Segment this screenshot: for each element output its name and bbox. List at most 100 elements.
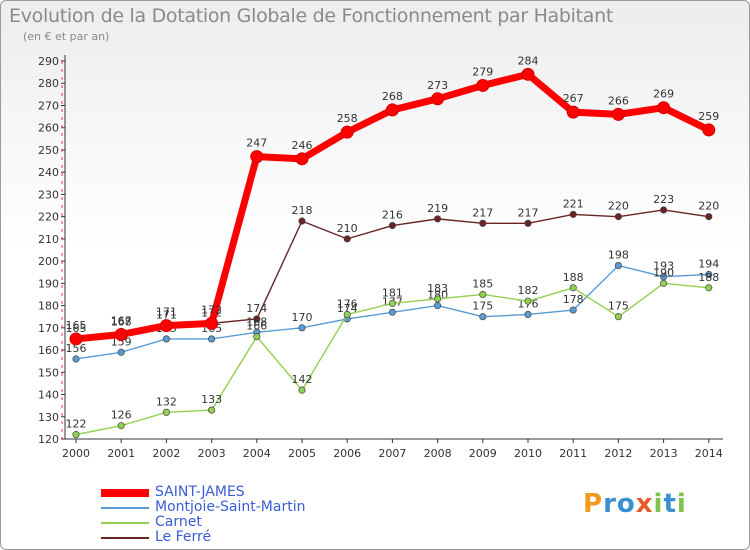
legend-swatch bbox=[101, 488, 149, 497]
data-point bbox=[702, 123, 716, 137]
data-label: 175 bbox=[608, 300, 629, 313]
data-label: 171 bbox=[156, 306, 177, 319]
data-label: 176 bbox=[337, 297, 358, 310]
data-point bbox=[117, 422, 125, 430]
data-point bbox=[566, 105, 580, 119]
data-point bbox=[253, 333, 261, 341]
data-point bbox=[298, 217, 306, 225]
data-label: 178 bbox=[563, 293, 584, 306]
data-point bbox=[569, 306, 577, 314]
y-tick-label: 170 bbox=[38, 322, 59, 335]
data-label: 181 bbox=[382, 286, 403, 299]
x-tick-label: 2004 bbox=[243, 447, 271, 460]
y-tick-label: 290 bbox=[38, 55, 59, 68]
data-point bbox=[117, 348, 125, 356]
data-label: 133 bbox=[201, 393, 222, 406]
data-label: 122 bbox=[66, 418, 87, 431]
data-label: 223 bbox=[653, 193, 674, 206]
y-tick-label: 150 bbox=[38, 366, 59, 379]
data-point bbox=[159, 319, 173, 333]
data-label: 188 bbox=[563, 271, 584, 284]
data-point bbox=[614, 262, 622, 270]
x-tick-label: 2014 bbox=[695, 447, 723, 460]
data-point bbox=[479, 219, 487, 227]
data-point bbox=[657, 101, 671, 115]
data-label: 170 bbox=[292, 311, 313, 324]
data-label: 142 bbox=[292, 373, 313, 386]
data-point bbox=[524, 310, 532, 319]
data-label: 168 bbox=[111, 315, 132, 328]
data-label: 218 bbox=[292, 204, 313, 217]
data-label: 259 bbox=[698, 110, 719, 123]
data-point bbox=[431, 92, 445, 106]
data-label: 167 bbox=[111, 314, 132, 327]
legend-item: Carnet bbox=[101, 515, 305, 530]
data-point bbox=[479, 290, 487, 299]
data-label: 194 bbox=[698, 257, 719, 270]
data-point bbox=[614, 213, 622, 221]
data-label: 165 bbox=[66, 322, 87, 335]
data-label: 273 bbox=[427, 79, 448, 92]
data-label: 221 bbox=[563, 197, 584, 210]
legend-label: Carnet bbox=[155, 514, 202, 530]
data-label: 174 bbox=[246, 302, 267, 315]
data-point bbox=[253, 315, 261, 323]
y-tick-label: 270 bbox=[38, 99, 59, 112]
data-point bbox=[434, 302, 442, 310]
data-label: 183 bbox=[427, 282, 448, 295]
data-label: 172 bbox=[201, 303, 222, 316]
y-tick-label: 250 bbox=[38, 144, 59, 157]
y-tick-label: 120 bbox=[38, 433, 59, 446]
data-label: 174 bbox=[337, 302, 358, 315]
y-tick-label: 140 bbox=[38, 389, 59, 402]
y-tick-label: 180 bbox=[38, 300, 59, 313]
data-point bbox=[434, 295, 442, 303]
data-point bbox=[343, 235, 351, 243]
data-point bbox=[434, 215, 442, 223]
data-point bbox=[385, 103, 399, 117]
data-point bbox=[114, 327, 128, 341]
data-point bbox=[343, 310, 351, 319]
x-tick-label: 2012 bbox=[604, 447, 632, 460]
data-label: 168 bbox=[246, 315, 267, 328]
y-tick-label: 160 bbox=[38, 344, 59, 357]
data-point bbox=[69, 332, 83, 346]
data-point bbox=[208, 406, 216, 414]
data-label: 258 bbox=[337, 112, 358, 125]
data-label: 268 bbox=[382, 90, 403, 103]
data-point bbox=[705, 213, 713, 221]
data-point bbox=[660, 279, 668, 287]
data-point bbox=[521, 67, 535, 81]
data-point bbox=[72, 431, 80, 439]
chart-legend: SAINT-JAMES Montjoie-Saint-Martin Carnet Le… bbox=[101, 485, 305, 545]
x-tick-label: 2005 bbox=[288, 447, 316, 460]
data-point bbox=[705, 284, 713, 292]
y-tick-label: 200 bbox=[38, 255, 59, 268]
data-point bbox=[660, 206, 668, 214]
data-point bbox=[569, 284, 577, 292]
data-point bbox=[388, 299, 396, 307]
legend-swatch bbox=[101, 506, 149, 509]
y-tick-label: 220 bbox=[38, 211, 59, 224]
x-tick-label: 2006 bbox=[333, 447, 361, 460]
data-point bbox=[388, 221, 396, 230]
x-tick-label: 2003 bbox=[198, 447, 226, 460]
data-point bbox=[205, 316, 219, 330]
data-label: 217 bbox=[472, 206, 493, 219]
y-tick-label: 210 bbox=[38, 233, 59, 246]
chart-subtitle: (en € et par an) bbox=[23, 30, 110, 43]
data-label: 182 bbox=[518, 284, 539, 297]
x-tick-label: 2011 bbox=[559, 447, 587, 460]
data-point bbox=[569, 210, 577, 218]
data-label: 126 bbox=[111, 409, 132, 422]
data-label: 284 bbox=[518, 54, 539, 67]
data-point bbox=[298, 386, 306, 394]
data-label: 210 bbox=[337, 222, 358, 235]
data-point bbox=[479, 313, 487, 321]
data-point bbox=[524, 297, 532, 305]
data-point bbox=[250, 150, 264, 164]
y-tick-label: 240 bbox=[38, 166, 59, 179]
chart-title: Evolution de la Dotation Globale de Fonc… bbox=[9, 5, 614, 27]
